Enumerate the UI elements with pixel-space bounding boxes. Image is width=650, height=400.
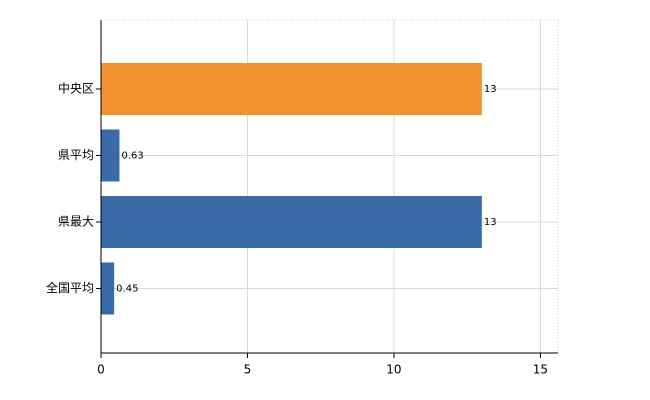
x-tick-label: 15 (533, 363, 548, 377)
bar (101, 63, 482, 115)
bar (101, 196, 482, 248)
y-tick-label: 全国平均 (46, 280, 94, 295)
y-tick-label: 中央区 (58, 81, 94, 96)
value-label: 0.63 (121, 151, 143, 162)
value-label: 0.45 (116, 284, 138, 295)
x-tick-label: 5 (244, 363, 252, 377)
bar (101, 129, 120, 182)
x-tick-label: 10 (386, 363, 401, 377)
y-tick-label: 県平均 (58, 148, 94, 162)
bar (101, 262, 115, 315)
value-label: 13 (484, 217, 497, 228)
y-tick-label: 県最大 (58, 215, 94, 229)
x-tick-label: 0 (97, 363, 105, 377)
value-label: 13 (484, 84, 497, 95)
